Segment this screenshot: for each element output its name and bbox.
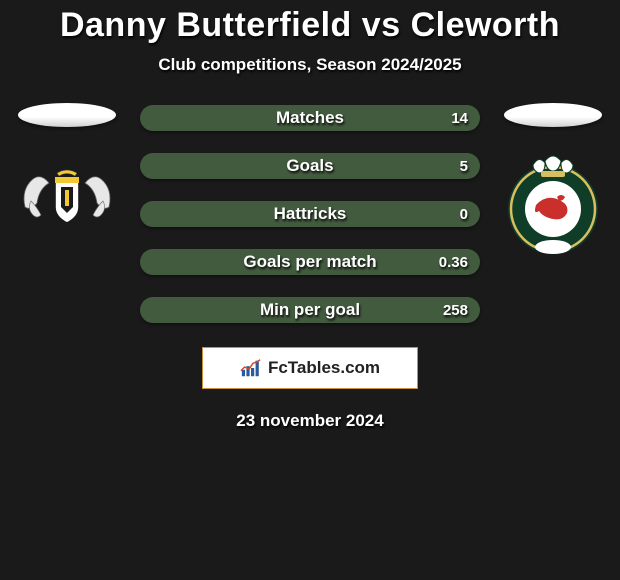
feather-band-icon bbox=[541, 171, 565, 177]
bar-chart-icon bbox=[240, 358, 262, 378]
stat-bar: Hattricks 0 bbox=[140, 201, 480, 227]
logo-text: FcTables.com bbox=[268, 358, 380, 378]
title-vs: vs bbox=[362, 6, 401, 44]
stat-label: Matches bbox=[276, 108, 344, 128]
title-player1: Danny Butterfield bbox=[60, 6, 352, 44]
stat-right-value: 0 bbox=[460, 206, 468, 223]
stat-right-value: 5 bbox=[460, 158, 468, 175]
crest-svg-left bbox=[17, 159, 117, 239]
shield-stripe-icon bbox=[65, 190, 69, 206]
crest-scroll-icon bbox=[535, 240, 571, 254]
fctables-logo[interactable]: FcTables.com bbox=[202, 347, 418, 389]
feather-right-icon bbox=[561, 159, 573, 173]
left-club-crest bbox=[17, 149, 117, 249]
stat-label: Goals per match bbox=[243, 252, 376, 272]
stat-label: Goals bbox=[286, 156, 333, 176]
stat-bar: Goals per match 0.36 bbox=[140, 249, 480, 275]
right-flag-icon bbox=[504, 103, 602, 127]
stat-bar: Min per goal 258 bbox=[140, 297, 480, 323]
left-column bbox=[12, 103, 122, 249]
stats-bars: Matches 14 Goals 5 Hattricks 0 Goals per match… bbox=[140, 103, 480, 323]
stat-label: Hattricks bbox=[274, 204, 347, 224]
wing-left-icon bbox=[24, 177, 49, 209]
stat-right-value: 0.36 bbox=[439, 254, 468, 271]
stat-bar: Goals 5 bbox=[140, 153, 480, 179]
feather-left-icon bbox=[533, 159, 545, 173]
wing-right-icon bbox=[85, 177, 110, 209]
right-column bbox=[498, 103, 608, 259]
right-club-crest bbox=[503, 149, 603, 259]
page-title: Danny Butterfield vs Cleworth bbox=[0, 6, 620, 45]
title-player2: Cleworth bbox=[411, 6, 560, 44]
subtitle: Club competitions, Season 2024/2025 bbox=[0, 55, 620, 75]
crest-svg-right bbox=[503, 149, 603, 259]
date-label: 23 november 2024 bbox=[0, 411, 620, 431]
main-row: Matches 14 Goals 5 Hattricks 0 Goals per match… bbox=[0, 103, 620, 323]
stat-label: Min per goal bbox=[260, 300, 360, 320]
stat-bar: Matches 14 bbox=[140, 105, 480, 131]
stat-right-value: 258 bbox=[443, 302, 468, 319]
stat-right-value: 14 bbox=[451, 110, 468, 127]
shield-top-icon bbox=[55, 177, 79, 183]
crown-icon bbox=[57, 170, 77, 176]
left-flag-icon bbox=[18, 103, 116, 127]
